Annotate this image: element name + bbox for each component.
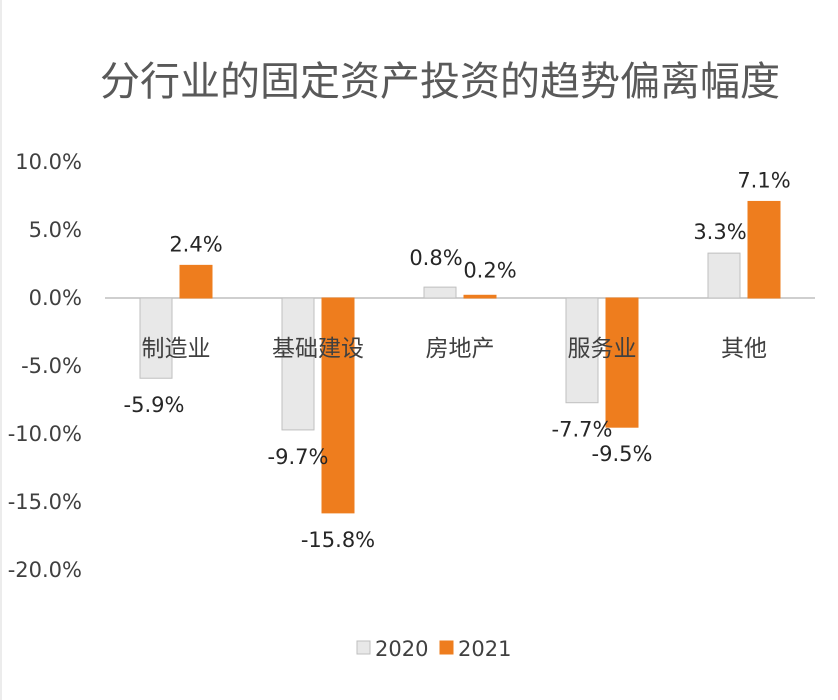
- bar-2020-服务业: [565, 297, 599, 404]
- legend: 2020 2021: [356, 637, 511, 661]
- bar-2020-房地产: [423, 286, 457, 299]
- bar-2020-制造业: [139, 297, 173, 379]
- y-tick-label: 5.0%: [29, 218, 82, 242]
- category-labels: 制造业 基础建设 房地产 服务业 其他: [142, 336, 768, 362]
- bar-2020-其他: [707, 252, 741, 299]
- category-label: 其他: [721, 336, 767, 362]
- bar-2021-服务业: [605, 297, 639, 428]
- y-tick-label: -5.0%: [21, 354, 82, 378]
- y-tick-label: -15.0%: [8, 490, 82, 514]
- bar-2021-其他: [747, 200, 781, 299]
- data-label: -9.5%: [592, 442, 653, 466]
- bar-2021-制造业: [179, 264, 213, 299]
- legend-label: 2021: [458, 637, 511, 661]
- data-label: 0.8%: [409, 246, 462, 270]
- data-label: 2.4%: [169, 232, 222, 256]
- data-label: 7.1%: [737, 168, 790, 192]
- bar-group: [139, 200, 781, 514]
- data-label: 0.2%: [463, 258, 516, 282]
- bar-2021-房地产: [463, 294, 497, 299]
- y-axis-ticks: 10.0% 5.0% 0.0% -5.0% -10.0% -15.0% -20.0%: [8, 150, 82, 582]
- category-label: 制造业: [142, 336, 211, 362]
- category-label: 基础建设: [272, 336, 364, 362]
- y-tick-label: -20.0%: [8, 558, 82, 582]
- legend-swatch-2021: [439, 640, 454, 655]
- data-label: -5.9%: [124, 393, 185, 417]
- bar-2020-基础建设: [281, 297, 315, 431]
- data-label: -9.7%: [268, 445, 329, 469]
- y-tick-label: -10.0%: [8, 422, 82, 446]
- data-labels: -5.9% 2.4% -9.7% -15.8% 0.8%0.2% -7.7%-9.5% 3.…: [124, 168, 791, 551]
- category-label: 服务业: [568, 336, 637, 362]
- data-label: 3.3%: [693, 220, 746, 244]
- data-label: -15.8%: [301, 528, 375, 552]
- y-tick-label: 0.0%: [29, 286, 82, 310]
- legend-swatch-2020: [356, 640, 371, 655]
- bar-2021-基础建设: [321, 297, 355, 514]
- chart-title: 分行业的固定资产投资的趋势偏离幅度: [100, 59, 780, 105]
- legend-label: 2020: [375, 637, 428, 661]
- data-label: -7.7%: [552, 418, 613, 442]
- y-tick-label: 10.0%: [15, 150, 82, 174]
- category-label: 房地产: [426, 336, 495, 362]
